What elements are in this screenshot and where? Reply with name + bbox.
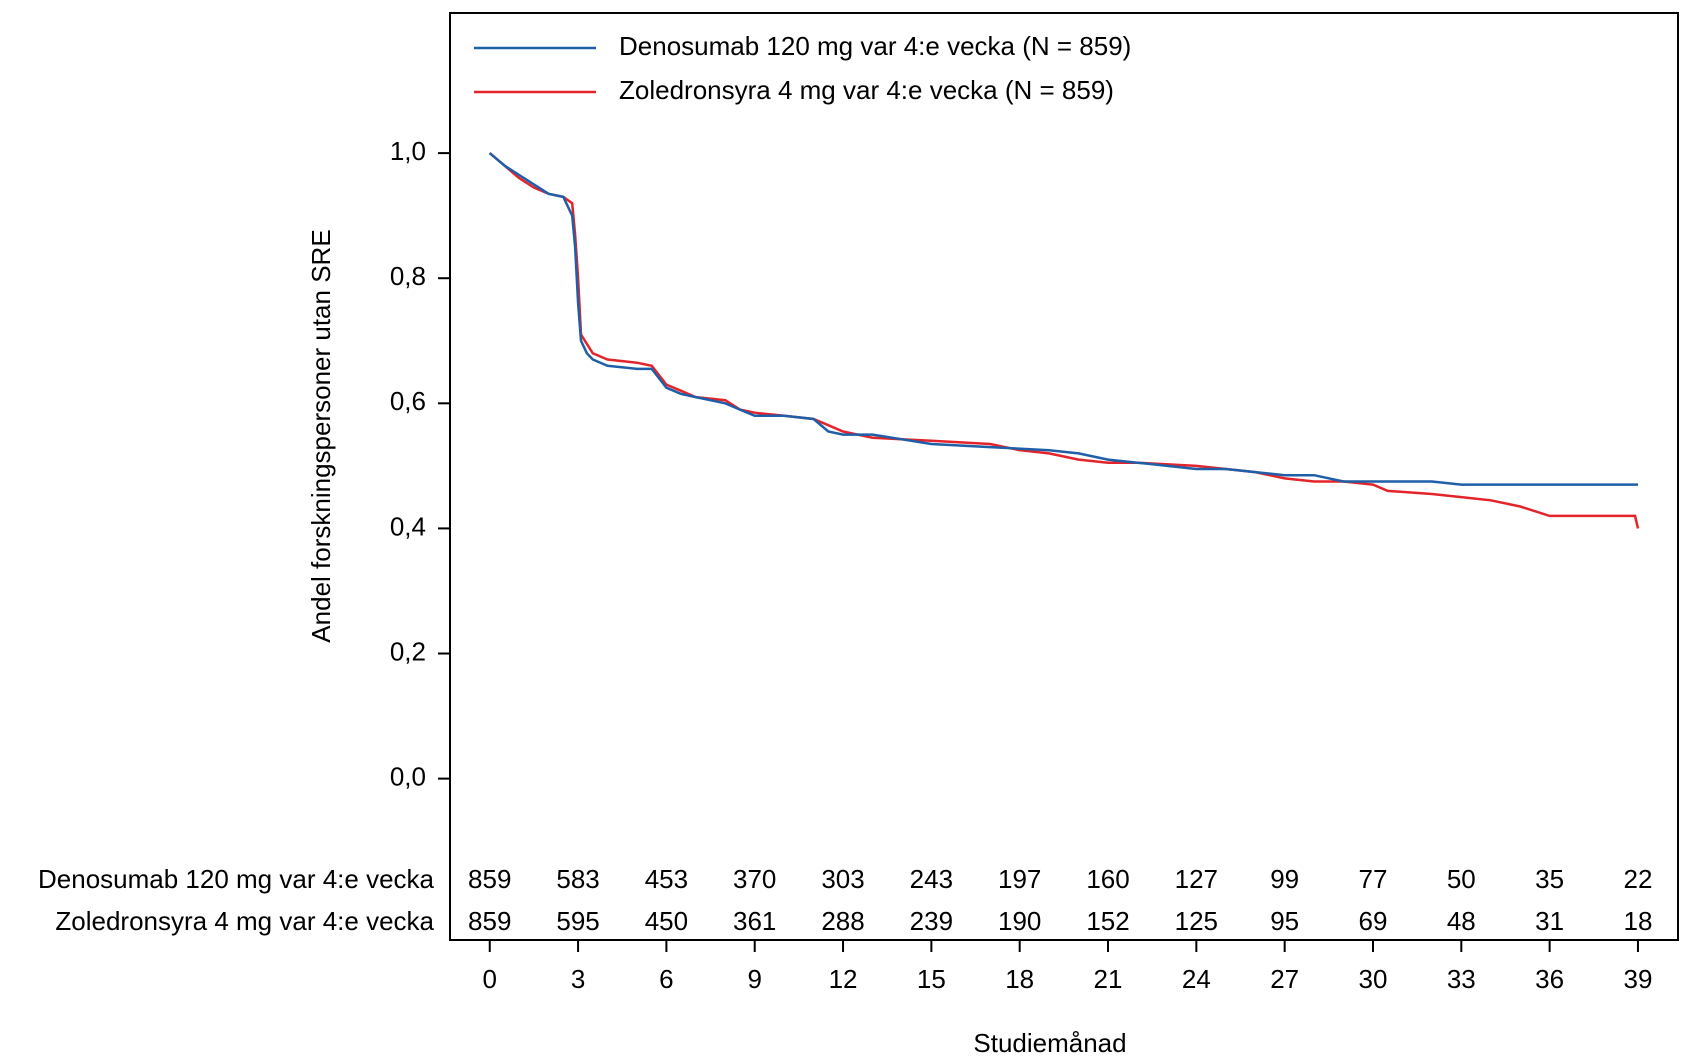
x-tick-label: 9	[747, 964, 761, 994]
risk-count: 243	[910, 864, 953, 894]
x-tick-label: 33	[1447, 964, 1476, 994]
risk-count: 583	[556, 864, 599, 894]
risk-count: 31	[1535, 906, 1564, 936]
survival-line	[488, 152, 1638, 486]
x-tick-label: 27	[1270, 964, 1299, 994]
risk-count: 160	[1086, 864, 1129, 894]
legend-label: Zoledronsyra 4 mg var 4:e vecka (N = 859…	[619, 75, 1114, 105]
legend-label: Denosumab 120 mg var 4:e vecka (N = 859)	[619, 31, 1131, 61]
risk-count: 18	[1623, 906, 1652, 936]
risk-row-label: Denosumab 120 mg var 4:e vecka	[38, 864, 435, 894]
risk-count: 595	[556, 906, 599, 936]
x-tick-label: 12	[829, 964, 858, 994]
risk-count: 190	[998, 906, 1041, 936]
risk-count: 859	[468, 864, 511, 894]
y-tick-label: 0,6	[390, 386, 426, 416]
risk-count: 288	[821, 906, 864, 936]
risk-count: 361	[733, 906, 776, 936]
plot-frame	[449, 12, 1679, 941]
x-tick-label: 15	[917, 964, 946, 994]
x-tick-label: 24	[1182, 964, 1211, 994]
risk-count: 99	[1270, 864, 1299, 894]
risk-count: 197	[998, 864, 1041, 894]
risk-count: 77	[1359, 864, 1388, 894]
x-tick-label: 30	[1359, 964, 1388, 994]
y-tick-label: 1,0	[390, 136, 426, 166]
risk-count: 69	[1359, 906, 1388, 936]
risk-count: 48	[1447, 906, 1476, 936]
risk-count: 125	[1175, 906, 1218, 936]
x-tick-label: 39	[1623, 964, 1652, 994]
x-tick-label: 18	[1005, 964, 1034, 994]
risk-count: 370	[733, 864, 776, 894]
risk-count: 127	[1175, 864, 1218, 894]
risk-count: 35	[1535, 864, 1564, 894]
x-tick-label: 3	[571, 964, 585, 994]
risk-count: 859	[468, 906, 511, 936]
y-tick-label: 0,4	[390, 511, 426, 541]
risk-row-label: Zoledronsyra 4 mg var 4:e vecka	[55, 906, 434, 936]
risk-count: 453	[645, 864, 688, 894]
risk-count: 152	[1086, 906, 1129, 936]
risk-count: 95	[1270, 906, 1299, 936]
y-tick-label: 0,0	[390, 761, 426, 791]
y-axis-title: Andel forskningspersoner utan SRE	[306, 229, 336, 642]
risk-count: 22	[1623, 864, 1652, 894]
risk-count: 303	[821, 864, 864, 894]
risk-count: 50	[1447, 864, 1476, 894]
risk-count: 239	[910, 906, 953, 936]
survival-line	[488, 152, 1640, 529]
x-tick-label: 6	[659, 964, 673, 994]
x-axis-title: Studiemånad	[973, 1028, 1126, 1058]
x-tick-label: 36	[1535, 964, 1564, 994]
risk-count: 450	[645, 906, 688, 936]
y-tick-label: 0,2	[390, 636, 426, 666]
x-tick-label: 0	[483, 964, 497, 994]
y-tick-label: 0,8	[390, 261, 426, 291]
x-tick-label: 21	[1094, 964, 1123, 994]
